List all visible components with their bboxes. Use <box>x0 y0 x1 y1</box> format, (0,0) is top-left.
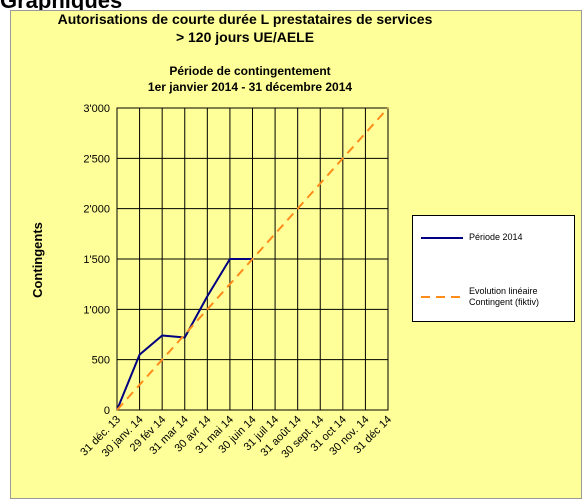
chart-subtitle: 1er janvier 2014 - 31 décembre 2014 <box>148 80 352 94</box>
y-tick-label: 2'500 <box>83 153 110 165</box>
y-tick-label: 3'000 <box>83 103 110 115</box>
series-line <box>116 107 389 411</box>
chart-title: > 120 jours UE/AELE <box>176 29 314 45</box>
series-line <box>116 258 253 411</box>
legend-item: Période 2014 <box>421 232 569 243</box>
y-tick-label: 1'000 <box>83 304 110 316</box>
legend-item: Evolution linéaire Contingent (fiktiv) <box>421 286 569 308</box>
legend-label: Période 2014 <box>469 232 523 242</box>
chart-title: Autorisations de courte durée L prestata… <box>58 11 433 27</box>
y-axis-label: Contingents <box>30 222 45 298</box>
y-tick-label: 500 <box>92 355 110 367</box>
legend-label: Evolution linéaire Contingent (fiktiv) <box>469 286 540 307</box>
chart-subtitle: Période de contingentement <box>169 64 330 78</box>
legend-swatch <box>421 236 463 239</box>
legend-swatch <box>421 296 463 298</box>
y-tick-label: 0 <box>104 405 110 417</box>
legend: Période 2014 Evolution linéaire Contingen… <box>412 215 575 322</box>
y-tick-label: 2'000 <box>83 204 110 216</box>
page-heading: Graphiques <box>0 0 122 13</box>
y-tick-label: 1'500 <box>83 254 110 266</box>
